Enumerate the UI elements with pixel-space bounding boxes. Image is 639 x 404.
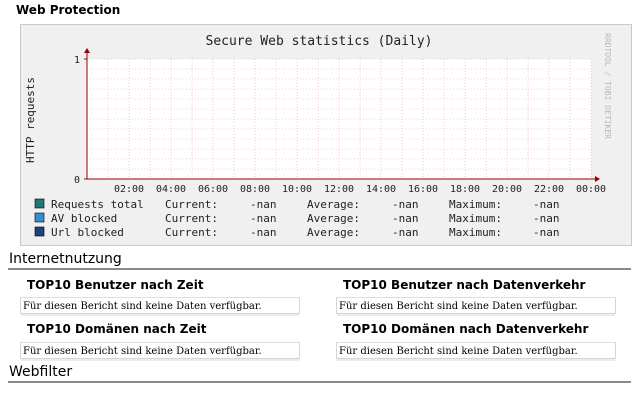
legend-maximum-label: Maximum: — [449, 212, 502, 225]
legend-current-label: Current: — [165, 198, 218, 211]
section-divider — [8, 381, 631, 383]
legend-current-label: Current: — [165, 212, 218, 225]
legend-maximum-value: -nan — [533, 198, 560, 211]
x-axis-arrow — [595, 176, 600, 182]
web-statistics-graph: Secure Web statistics (Daily) HTTP reque… — [20, 24, 632, 246]
page-title: Web Protection — [16, 3, 121, 17]
x-tick-label: 14:00 — [366, 184, 396, 195]
y-axis-label: HTTP requests — [24, 77, 37, 163]
legend-average-value: -nan — [392, 212, 419, 225]
chart-legend: Requests total Current: -nan Average: -nan Ma… — [34, 198, 560, 239]
legend-maximum-label: Maximum: — [449, 198, 502, 211]
legend-series-name: AV blocked — [51, 212, 117, 225]
axis-ticks: 02:00 04:00 06:00 08:00 10:00 12:00 14:00 16:00… — [74, 55, 606, 195]
x-tick-label: 18:00 — [450, 184, 480, 195]
x-tick-label: 16:00 — [408, 184, 438, 195]
x-tick-label: 10:00 — [282, 184, 312, 195]
chart-svg: Secure Web statistics (Daily) HTTP reque… — [21, 25, 631, 245]
legend-swatch — [34, 212, 45, 223]
rrdtool-watermark: RRDTOOL / TOBI OETIKER — [603, 33, 612, 139]
legend-current-value: -nan — [250, 212, 277, 225]
legend-average-value: -nan — [392, 198, 419, 211]
x-tick-label: 08:00 — [240, 184, 270, 195]
legend-swatch — [34, 198, 45, 209]
legend-current-label: Current: — [165, 226, 218, 239]
no-data-message: Für diesen Bericht sind keine Daten verf… — [339, 346, 578, 357]
legend-maximum-value: -nan — [533, 212, 560, 225]
legend-current-value: -nan — [250, 198, 277, 211]
x-tick-label: 00:00 — [576, 184, 606, 195]
x-tick-label: 06:00 — [198, 184, 228, 195]
chart-title: Secure Web statistics (Daily) — [206, 34, 433, 49]
y-tick-label: 1 — [74, 55, 80, 66]
panel-domains-by-traffic: Für diesen Bericht sind keine Daten verf… — [336, 342, 616, 361]
legend-maximum-label: Maximum: — [449, 226, 502, 239]
no-data-message: Für diesen Bericht sind keine Daten verf… — [339, 301, 578, 312]
legend-swatch — [34, 226, 45, 237]
x-tick-label: 20:00 — [492, 184, 522, 195]
no-data-message: Für diesen Bericht sind keine Daten verf… — [23, 346, 262, 357]
legend-average-label: Average: — [307, 198, 360, 211]
legend-average-label: Average: — [307, 226, 360, 239]
panel-users-by-traffic: Für diesen Bericht sind keine Daten verf… — [336, 297, 616, 316]
legend-series-name: Url blocked — [51, 226, 124, 239]
legend-average-value: -nan — [392, 226, 419, 239]
y-tick-label: 0 — [74, 175, 80, 186]
no-data-message: Für diesen Bericht sind keine Daten verf… — [23, 301, 262, 312]
chart-axes — [84, 48, 600, 182]
panel-title-domains-by-time: TOP10 Domänen nach Zeit — [27, 322, 207, 336]
x-tick-label: 22:00 — [534, 184, 564, 195]
legend-maximum-value: -nan — [533, 226, 560, 239]
panel-title-domains-by-traffic: TOP10 Domänen nach Datenverkehr — [343, 322, 589, 336]
legend-current-value: -nan — [250, 226, 277, 239]
x-tick-label: 04:00 — [156, 184, 186, 195]
section-webfilter[interactable]: Webfilter — [9, 364, 73, 380]
legend-average-label: Average: — [307, 212, 360, 225]
section-divider — [8, 268, 631, 270]
panel-users-by-time: Für diesen Bericht sind keine Daten verf… — [20, 297, 300, 316]
panel-title-users-by-traffic: TOP10 Benutzer nach Datenverkehr — [343, 278, 586, 292]
legend-series-name: Requests total — [51, 198, 144, 211]
section-internetnutzung[interactable]: Internetnutzung — [9, 251, 122, 267]
x-tick-label: 02:00 — [114, 184, 144, 195]
panel-domains-by-time: Für diesen Bericht sind keine Daten verf… — [20, 342, 300, 361]
y-axis-arrow — [84, 48, 90, 53]
x-tick-label: 12:00 — [324, 184, 354, 195]
panel-title-users-by-time: TOP10 Benutzer nach Zeit — [27, 278, 204, 292]
